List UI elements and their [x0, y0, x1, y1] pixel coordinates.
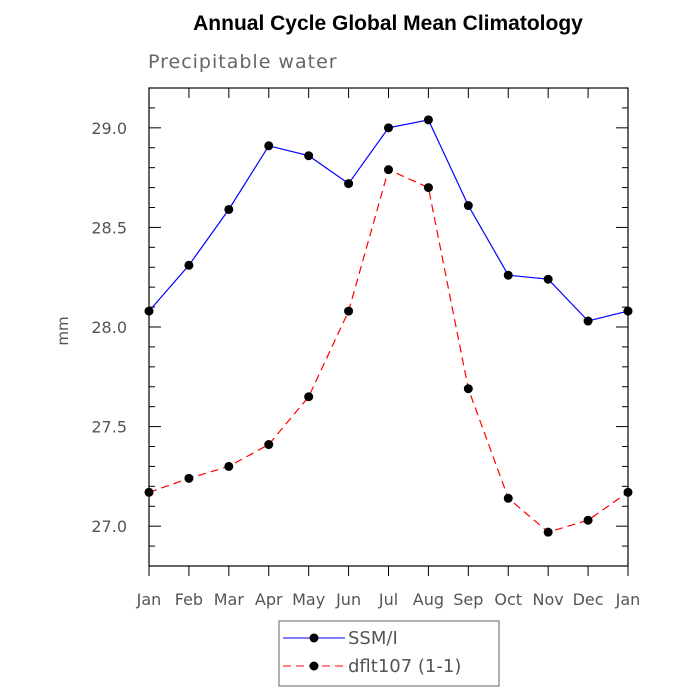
x-tick-label: Mar [214, 590, 245, 609]
legend-marker-dflt107 [309, 661, 319, 671]
x-tick-label: Feb [175, 590, 203, 609]
y-tick-label: 27.0 [91, 517, 127, 536]
series-0-point [184, 260, 194, 270]
legend-marker-ssmi [309, 633, 319, 643]
series-1-point [304, 392, 314, 402]
series-0-point [144, 306, 154, 316]
series-1-point [623, 487, 633, 497]
x-tick-label: Jun [335, 590, 361, 609]
series-line-1 [148, 168, 629, 533]
legend: SSM/I dflt107 (1-1) [278, 620, 500, 687]
legend-label-ssmi: SSM/I [348, 628, 398, 649]
y-tick-label: 28.5 [91, 218, 127, 237]
series-1-point [344, 306, 354, 316]
series-0-point [224, 204, 234, 214]
series-0-point [423, 115, 433, 125]
x-tick-label: Nov [533, 590, 564, 609]
series-1-point [184, 473, 194, 483]
series-0-point [463, 201, 473, 211]
series-1-point [423, 183, 433, 193]
series-0-point [344, 179, 354, 189]
series-1-point [224, 461, 234, 471]
chart-title: Annual Cycle Global Mean Climatology [193, 12, 583, 35]
plot-frame [148, 87, 629, 567]
y-tick-label: 27.5 [91, 418, 127, 437]
axis-ticks: 27.0 27.5 28.0 28.5 29.0 Jan Feb Mar Apr May Jun Ju… [91, 87, 641, 609]
series-0-point [583, 316, 593, 326]
x-tick-label: Oct [494, 590, 522, 609]
x-tick-label: Jul [378, 590, 398, 609]
chart-subtitle: Precipitable water [148, 51, 338, 73]
legend-label-dflt107: dflt107 (1-1) [348, 656, 461, 677]
series-0-point [384, 123, 393, 133]
series-line-0 [148, 119, 629, 322]
x-tick-label: May [292, 590, 325, 609]
y-axis-label: mm [54, 316, 72, 345]
series-0-point [304, 151, 314, 161]
series-0-point [503, 270, 513, 280]
series-layer [144, 115, 633, 537]
y-tick-label: 29.0 [91, 119, 127, 138]
series-1-point [503, 493, 513, 503]
x-tick-label: Jan [136, 590, 162, 609]
series-0-point [623, 306, 633, 316]
x-tick-label: Sep [453, 590, 483, 609]
series-1-point [543, 527, 553, 537]
series-0-point [264, 141, 274, 151]
series-1-point [384, 165, 393, 175]
x-tick-label: Jan [615, 590, 641, 609]
y-tick-label: 28.0 [91, 318, 127, 337]
x-tick-label: Aug [413, 590, 444, 609]
x-tick-label: Dec [573, 590, 604, 609]
series-1-point [144, 487, 154, 497]
series-1-point [463, 384, 473, 394]
series-1-point [264, 440, 274, 450]
series-1-point [583, 515, 593, 525]
series-0-point [543, 274, 553, 284]
legend-box [278, 620, 500, 687]
x-tick-label: Apr [255, 590, 283, 609]
